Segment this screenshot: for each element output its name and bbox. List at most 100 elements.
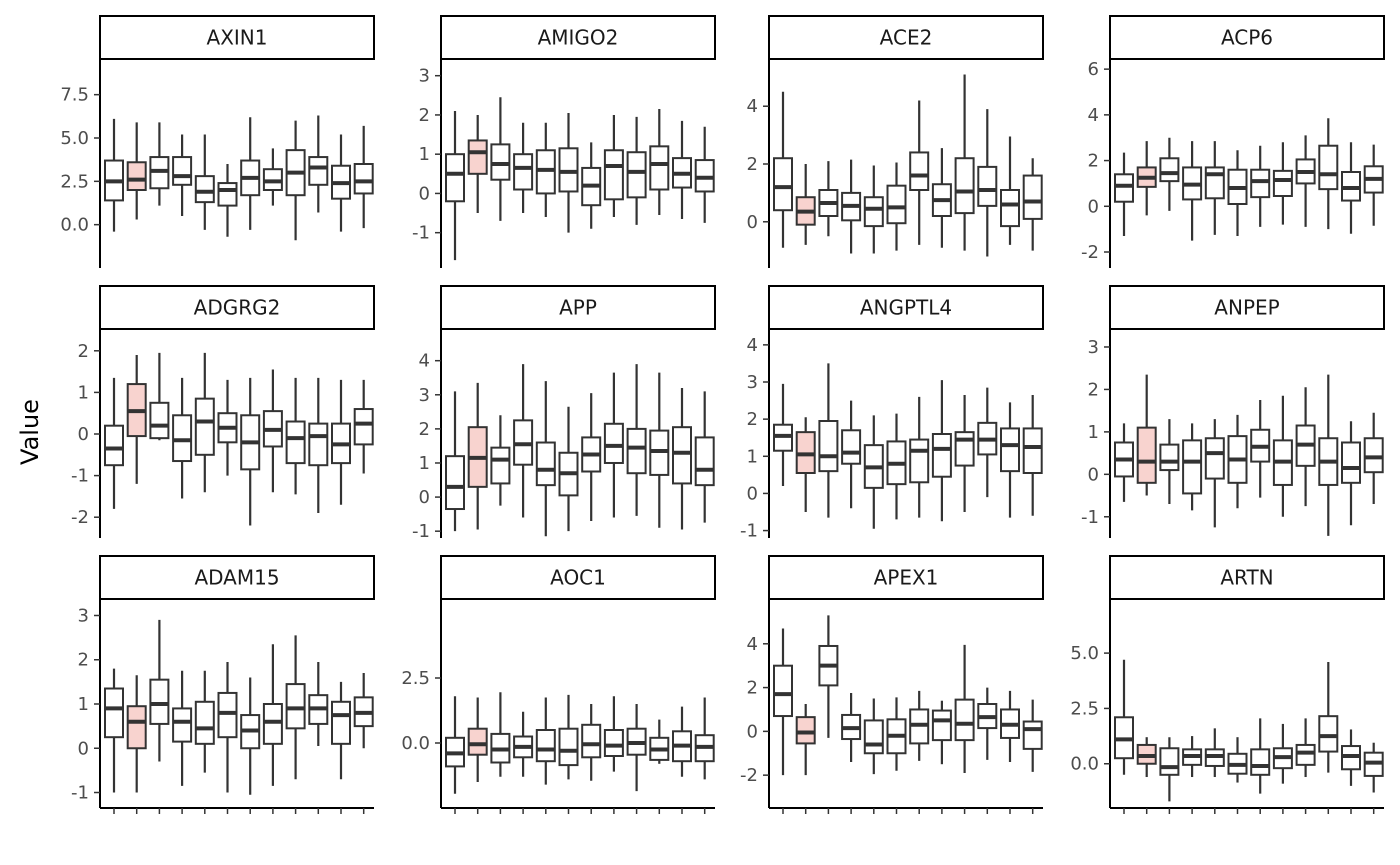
box-body xyxy=(1159,747,1180,776)
box-4 xyxy=(1182,423,1203,511)
box-body xyxy=(672,426,692,485)
facet-panel: AMIGO2 -1 0 1 2 3 xyxy=(412,15,716,268)
box-4 xyxy=(841,159,862,254)
facet-title: ACP6 xyxy=(1221,26,1273,50)
box-10 xyxy=(649,109,670,216)
box-body xyxy=(1022,720,1043,750)
box-body xyxy=(1022,174,1043,220)
y-tick-label: 2 xyxy=(419,419,430,440)
box-body xyxy=(1182,439,1203,495)
box-body xyxy=(558,727,579,767)
box-1 xyxy=(445,696,465,794)
box-2 xyxy=(467,382,488,530)
box-6 xyxy=(558,406,579,532)
box-7 xyxy=(1250,400,1271,498)
facet-panel: APP -1 0 1 2 3 4 xyxy=(412,285,716,542)
y-tick-label: 3 xyxy=(419,66,430,87)
box-6 xyxy=(1227,737,1248,783)
box-5 xyxy=(194,670,215,773)
facet-title: ADAM15 xyxy=(194,566,279,590)
box-3 xyxy=(818,615,839,738)
box-7 xyxy=(581,393,602,521)
box-body xyxy=(603,422,624,464)
facet-panel: ARTN 0.0 2.5 5.0 xyxy=(1070,555,1385,814)
box-10 xyxy=(1318,661,1339,773)
facet-strip xyxy=(1109,555,1385,600)
box-1 xyxy=(1114,152,1134,236)
y-tick-label: 0 xyxy=(747,721,758,742)
box-8 xyxy=(603,114,624,217)
facet-title: ACE2 xyxy=(880,26,933,50)
box-1 xyxy=(445,391,465,532)
box-10 xyxy=(308,661,329,747)
box-1 xyxy=(1114,659,1134,775)
box-1 xyxy=(1114,423,1134,502)
y-tick-label: 0.0 xyxy=(401,733,430,754)
box-body xyxy=(172,707,193,743)
facet-title: APEX1 xyxy=(874,566,939,590)
box-body xyxy=(1022,427,1043,474)
y-tick-label: 3 xyxy=(747,372,758,393)
box-5 xyxy=(863,165,884,254)
box-8 xyxy=(931,700,952,765)
box-body xyxy=(513,153,534,191)
box-body xyxy=(285,420,306,465)
box-body xyxy=(217,691,238,739)
box-body xyxy=(104,687,124,739)
box-1 xyxy=(773,628,793,776)
box-7 xyxy=(1250,718,1271,794)
facet-strip xyxy=(440,15,716,60)
box-body xyxy=(773,664,793,718)
y-tick-label: -2 xyxy=(1081,242,1099,263)
box-body xyxy=(285,683,306,730)
y-tick-label: 0 xyxy=(419,487,430,508)
box-body xyxy=(603,149,624,201)
box-body xyxy=(863,196,884,228)
box-body xyxy=(490,446,511,485)
facet-title: AMIGO2 xyxy=(538,26,619,50)
facet-title: ARTN xyxy=(1220,566,1273,590)
box-12 xyxy=(353,673,374,749)
box-body xyxy=(626,427,647,475)
box-body xyxy=(217,182,238,207)
y-tick-label: 0 xyxy=(419,183,430,204)
box-4 xyxy=(1182,736,1203,778)
y-tick-label: 1 xyxy=(1088,422,1099,443)
y-tick-label: -2 xyxy=(740,765,758,786)
box-4 xyxy=(513,711,534,777)
box-3 xyxy=(490,415,511,506)
box-body xyxy=(1341,441,1361,484)
y-tick-label: 0 xyxy=(78,738,89,759)
box-body xyxy=(308,156,329,186)
highlighted-box xyxy=(795,716,816,745)
box-6 xyxy=(1227,150,1248,236)
box-body xyxy=(954,431,975,467)
box-body xyxy=(626,151,647,199)
box-body xyxy=(818,420,839,473)
box-9 xyxy=(285,635,306,780)
y-tick-label: 1 xyxy=(747,446,758,467)
box-body xyxy=(104,424,124,467)
y-tick-label: 2 xyxy=(747,409,758,430)
box-2 xyxy=(795,164,816,245)
box-2 xyxy=(1136,141,1157,216)
box-8 xyxy=(262,369,283,493)
box-9 xyxy=(285,120,306,241)
box-body xyxy=(1204,166,1225,200)
box-body xyxy=(1114,173,1134,203)
box-body xyxy=(172,414,193,463)
highlighted-box xyxy=(467,727,488,756)
box-8 xyxy=(931,148,952,248)
box-2 xyxy=(1136,737,1157,778)
y-tick-label: 0.0 xyxy=(60,215,89,236)
y-tick-label: 1 xyxy=(419,144,430,165)
box-1 xyxy=(445,111,465,261)
box-11 xyxy=(1341,729,1361,786)
box-9 xyxy=(1295,135,1316,227)
y-tick-label: 5.0 xyxy=(60,128,89,149)
box-11 xyxy=(331,134,351,232)
box-body xyxy=(194,397,215,456)
facet-panel: ANPEP -1 0 1 2 3 xyxy=(1081,285,1385,538)
box-body xyxy=(1363,437,1384,474)
